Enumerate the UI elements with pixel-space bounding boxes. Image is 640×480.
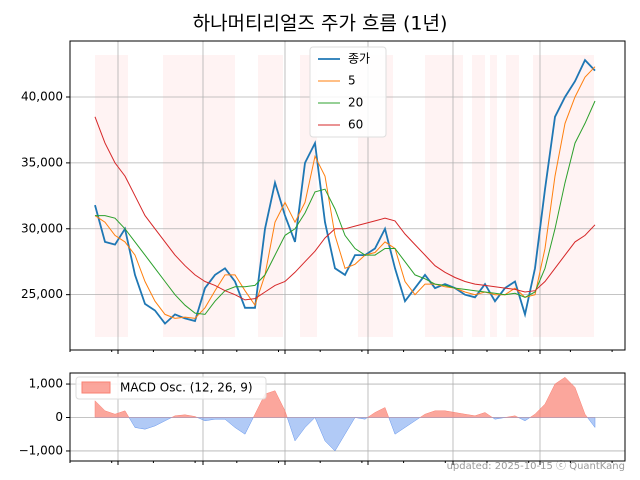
legend-box xyxy=(75,376,267,400)
legend-box xyxy=(309,46,387,138)
legend-label: 20 xyxy=(348,96,363,110)
legend-label: 60 xyxy=(348,118,363,132)
y-tick-label: 1,000 xyxy=(29,377,63,391)
legend-label: 5 xyxy=(348,74,356,88)
y-tick-label: −1,000 xyxy=(19,443,63,457)
y-tick-label: 40,000 xyxy=(21,90,63,104)
legend-label: 종가 xyxy=(348,52,370,66)
plot-frame xyxy=(69,372,626,462)
price-line xyxy=(94,58,596,325)
y-tick-label: 25,000 xyxy=(21,287,63,301)
plot-frame xyxy=(69,40,626,351)
price-line xyxy=(95,100,596,315)
price-line xyxy=(94,116,596,301)
osc-area-negative xyxy=(94,417,596,452)
legend-label: MACD Osc. (12, 26, 9) xyxy=(120,381,253,395)
y-tick-label: 30,000 xyxy=(21,221,63,235)
footer: updated: 2025-10-15 ⓒ QuantKang xyxy=(447,460,625,472)
y-tick-label: 0 xyxy=(55,410,63,424)
osc-area-positive xyxy=(94,376,596,418)
chart-title: 하나머티리얼즈 주가 흐름 (1년) xyxy=(193,13,448,35)
y-tick-label: 35,000 xyxy=(21,155,63,169)
price-line xyxy=(94,66,596,319)
legend-swatch xyxy=(81,381,111,394)
